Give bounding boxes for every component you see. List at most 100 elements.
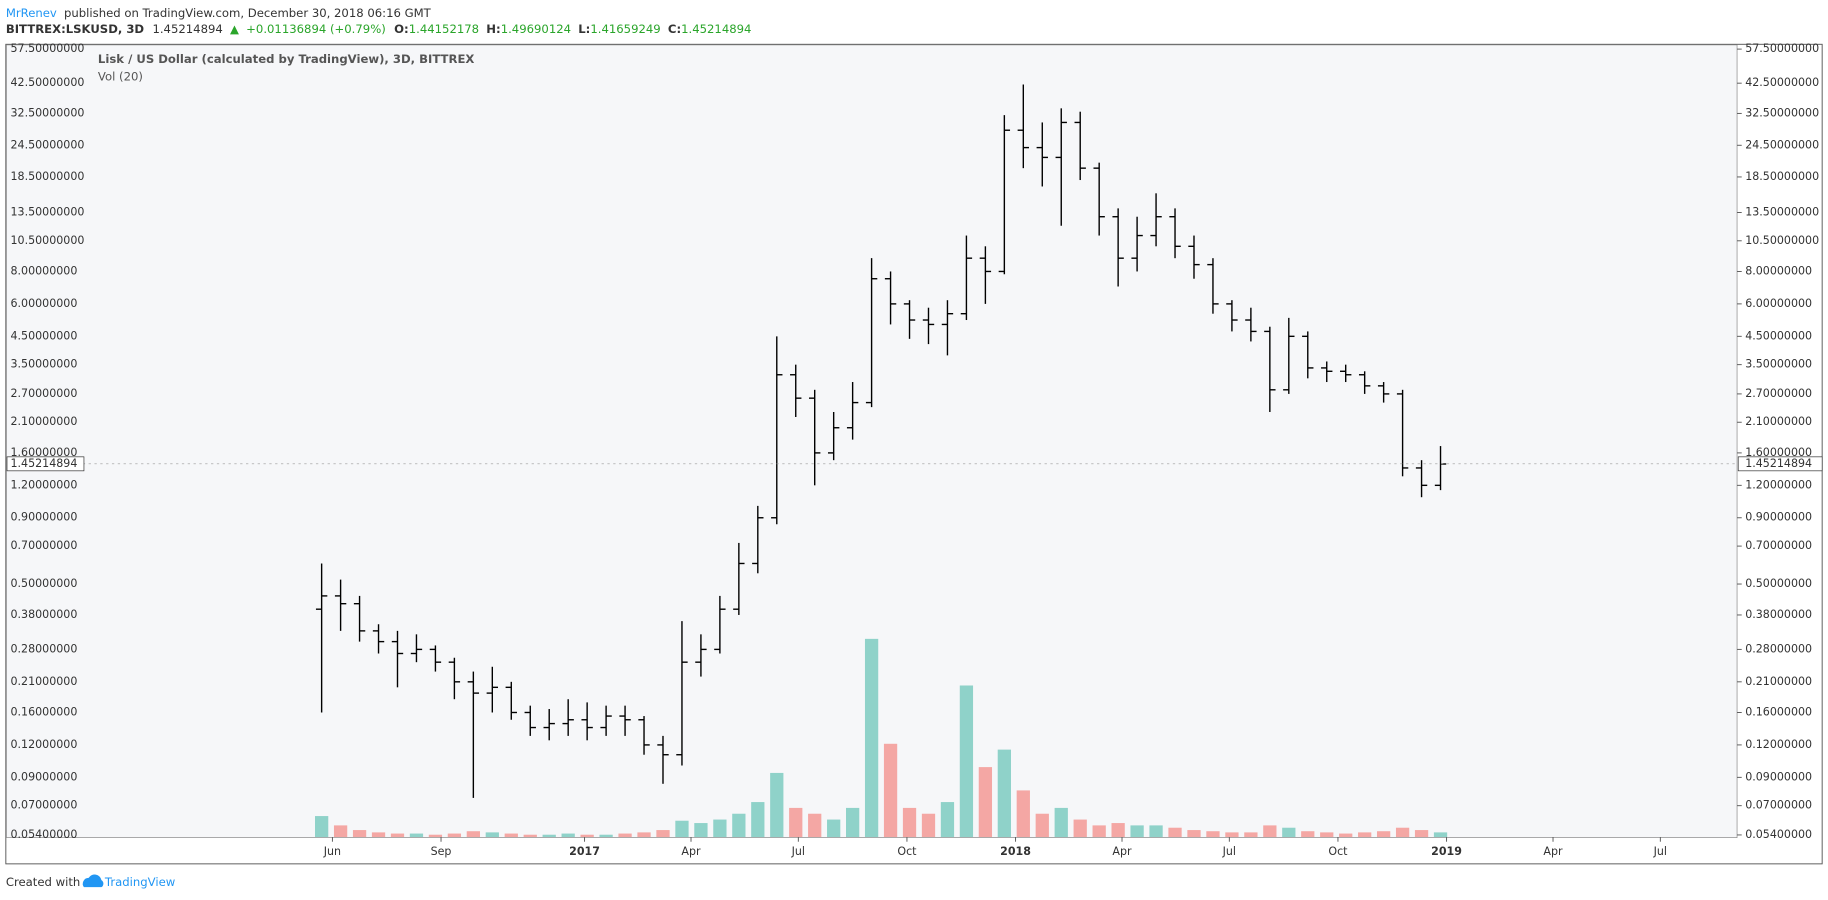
volume-bar — [675, 820, 689, 838]
volume-bar — [1414, 830, 1429, 838]
y-tick-label: 0.05400000 — [1745, 828, 1812, 841]
volume-bar — [315, 816, 329, 838]
volume-bar — [637, 832, 651, 838]
volume-bar — [409, 833, 424, 838]
x-tick-label: Sep — [431, 845, 452, 858]
y-tick-label-left: 2.10000000 — [11, 415, 78, 428]
y-tick-label: 57.50000000 — [1745, 42, 1819, 55]
y-tick-label-left: 6.00000000 — [11, 297, 78, 310]
volume-bar — [561, 833, 575, 838]
y-tick-label-left: 3.50000000 — [11, 358, 78, 371]
volume-bar — [978, 767, 993, 838]
volume-bar — [333, 825, 348, 838]
volume-bar — [1187, 830, 1201, 838]
volume-bar — [352, 830, 367, 838]
last-price-box — [1737, 456, 1823, 472]
volume-bar — [770, 772, 784, 838]
y-tick-label-left: 4.50000000 — [11, 329, 78, 342]
x-tick-label: Apr — [1112, 845, 1132, 858]
change: +0.01136894 (+0.79%) — [246, 22, 386, 36]
x-tick-label: 2019 — [1431, 845, 1462, 858]
y-tick-label-left: 0.16000000 — [11, 705, 78, 718]
y-tick-label-left: 10.50000000 — [11, 234, 85, 247]
change-arrow: ▲ — [230, 22, 239, 36]
y-tick-label: 0.90000000 — [1745, 511, 1812, 524]
volume-bar — [580, 834, 594, 838]
volume-bar — [599, 834, 613, 838]
y-tick-label: 32.50000000 — [1745, 106, 1819, 119]
y-tick-label: 0.70000000 — [1745, 539, 1812, 552]
volume-bar — [1376, 831, 1391, 838]
volume-bar — [1225, 832, 1239, 838]
y-tick-label-left: 0.90000000 — [11, 511, 78, 524]
y-tick-label: 0.09000000 — [1745, 770, 1812, 783]
close-label: C: — [668, 22, 681, 36]
volume-bar — [618, 833, 632, 838]
x-tick-label: Jul — [791, 845, 805, 858]
volume-bar — [1433, 832, 1448, 838]
volume-bar — [1130, 825, 1144, 838]
footer-brand-link[interactable]: TradingView — [104, 875, 176, 889]
y-tick-label-left: 0.70000000 — [11, 539, 78, 552]
volume-bar — [864, 638, 879, 838]
volume-bar — [808, 813, 822, 838]
y-tick-label: 13.50000000 — [1745, 205, 1819, 218]
y-tick-label-left: 13.50000000 — [11, 205, 85, 218]
y-tick-label: 0.12000000 — [1745, 738, 1812, 751]
volume-bar — [997, 749, 1011, 838]
y-tick-label: 3.50000000 — [1745, 358, 1812, 371]
volume-bar — [523, 834, 537, 838]
x-tick-label: Jun — [323, 845, 341, 858]
x-tick-label: 2017 — [569, 845, 600, 858]
y-tick-label: 0.38000000 — [1745, 608, 1812, 621]
volume-bar — [1320, 832, 1334, 838]
y-tick-label: 0.28000000 — [1745, 642, 1812, 655]
volume-bar — [1339, 833, 1353, 838]
y-tick-label: 6.00000000 — [1745, 297, 1812, 310]
x-tick-label: Jul — [1653, 845, 1667, 858]
volume-bar — [1054, 807, 1068, 838]
high-label: H: — [486, 22, 500, 36]
y-tick-label: 1.60000000 — [1745, 446, 1812, 459]
x-tick-label: Oct — [897, 845, 917, 858]
x-tick-label: Oct — [1328, 845, 1348, 858]
volume-bar — [485, 832, 499, 838]
volume-bar — [1092, 825, 1106, 838]
volume-bar — [428, 834, 443, 838]
volume-bar — [542, 834, 556, 838]
volume-bar — [1301, 831, 1315, 838]
y-tick-label-left: 24.50000000 — [11, 138, 85, 151]
y-tick-label-left: 42.50000000 — [11, 76, 85, 89]
y-tick-label-left: 18.50000000 — [11, 170, 85, 183]
volume-bar — [466, 831, 480, 838]
volume-bar — [883, 743, 898, 838]
low-label: L: — [578, 22, 590, 36]
volume-bar — [921, 813, 936, 838]
last-price-label: 1.45214894 — [1745, 457, 1812, 470]
x-tick-label: Apr — [681, 845, 701, 858]
y-tick-label-left: 0.28000000 — [11, 642, 78, 655]
low-value: 1.41659249 — [590, 22, 660, 36]
y-tick-label: 1.20000000 — [1745, 478, 1812, 491]
header-line-2: BITTREX:LSKUSD, 3D 1.45214894 ▲ +0.01136… — [6, 22, 752, 36]
volume-bar — [789, 807, 803, 838]
y-tick-label: 0.16000000 — [1745, 705, 1812, 718]
symbol: BITTREX:LSKUSD, 3D — [6, 22, 145, 36]
volume-bar — [447, 833, 462, 838]
volume-bar — [1244, 832, 1258, 838]
footer-created: Created with — [6, 875, 80, 889]
y-tick-label-left: 1.20000000 — [11, 478, 78, 491]
volume-bar — [1168, 827, 1182, 838]
volume-bar — [751, 802, 765, 838]
tradingview-logo — [82, 874, 104, 888]
volume-bar — [390, 833, 405, 838]
open-label: O: — [394, 22, 409, 36]
author-link[interactable]: MrRenev — [6, 5, 57, 19]
volume-bar — [694, 823, 708, 838]
volume-bar — [1282, 827, 1296, 838]
y-tick-label-left: 0.05400000 — [11, 828, 78, 841]
y-tick-label-left: 0.50000000 — [11, 577, 78, 590]
volume-bar — [1358, 832, 1372, 838]
